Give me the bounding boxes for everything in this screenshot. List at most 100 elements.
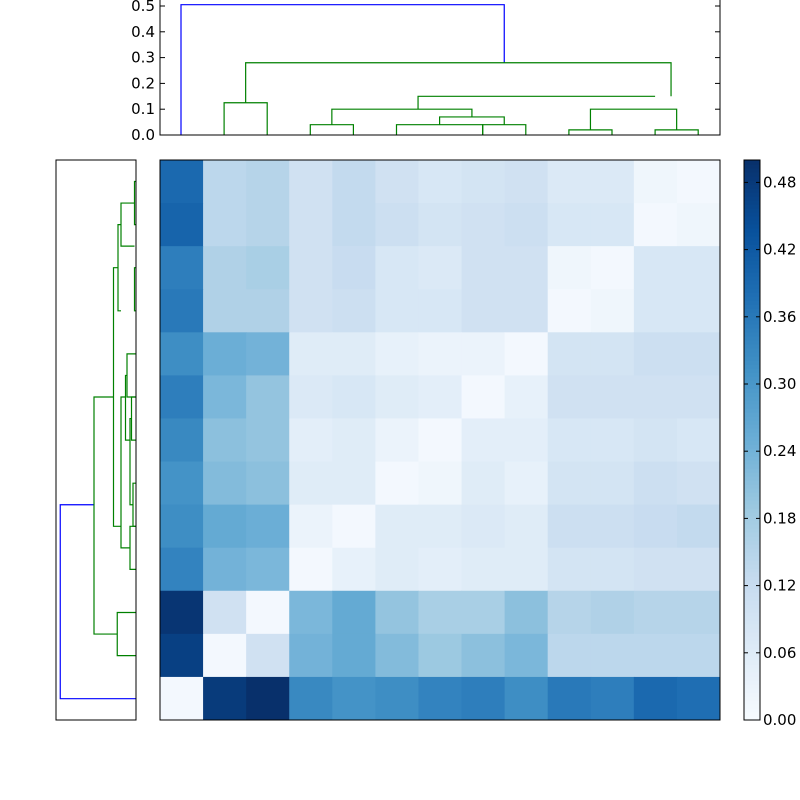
heatmap-cell bbox=[160, 633, 204, 678]
heatmap-cell bbox=[246, 246, 290, 290]
colorbar-band bbox=[744, 452, 760, 457]
heatmap-cell bbox=[246, 633, 290, 678]
dendrogram-link bbox=[120, 396, 130, 549]
heatmap-cell bbox=[504, 504, 549, 549]
heatmap-cell bbox=[289, 375, 333, 419]
dendrogram-link bbox=[331, 108, 473, 125]
colorbar-band bbox=[744, 180, 760, 185]
dendrogram-link bbox=[129, 525, 136, 570]
heatmap-cell bbox=[547, 547, 592, 592]
colorbar: 0.00 0.06 0.12 0.18 0.24 0.30 0.36 0.42 0.48 bbox=[743, 159, 796, 729]
colorbar-band bbox=[744, 448, 760, 453]
dendrogram-link bbox=[568, 129, 613, 135]
colorbar-band bbox=[744, 552, 760, 557]
colorbar-tick-label: 0.18 bbox=[763, 509, 796, 527]
heatmap-cell bbox=[203, 676, 247, 721]
colorbar-band bbox=[744, 368, 760, 373]
heatmap-cell bbox=[375, 246, 419, 290]
heatmap-cell bbox=[289, 590, 333, 635]
heatmap-cell bbox=[547, 375, 592, 419]
heatmap-cell bbox=[676, 633, 721, 678]
colorbar-band bbox=[744, 560, 760, 565]
heatmap-cell bbox=[418, 203, 463, 247]
colorbar-band bbox=[744, 160, 760, 165]
heatmap-cell bbox=[160, 203, 204, 247]
colorbar-band bbox=[744, 236, 760, 241]
colorbar-band bbox=[744, 624, 760, 629]
colorbar-band bbox=[744, 636, 760, 641]
heatmap-cell bbox=[633, 375, 678, 419]
heatmap-cell bbox=[332, 633, 376, 678]
colorbar-band bbox=[744, 388, 760, 393]
colorbar-band bbox=[744, 312, 760, 317]
colorbar-band bbox=[744, 292, 760, 297]
colorbar-band bbox=[744, 432, 760, 437]
heatmap-cell bbox=[332, 676, 376, 721]
colorbar-band bbox=[744, 284, 760, 289]
colorbar-band bbox=[744, 688, 760, 693]
heatmap-cell bbox=[633, 203, 678, 247]
heatmap-cell bbox=[590, 289, 635, 333]
heatmap-cell bbox=[547, 676, 592, 721]
heatmap-cell bbox=[504, 160, 549, 204]
colorbar-band bbox=[744, 376, 760, 381]
colorbar-band bbox=[744, 364, 760, 369]
heatmap-cell bbox=[461, 375, 506, 419]
heatmap-cell bbox=[375, 504, 419, 549]
heatmap-cell bbox=[676, 461, 721, 506]
heatmap-cell bbox=[332, 547, 376, 592]
colorbar-band bbox=[744, 384, 760, 389]
heatmap-cell bbox=[375, 461, 419, 506]
heatmap-cell bbox=[676, 590, 721, 635]
colorbar-band bbox=[744, 204, 760, 209]
heatmap-cell bbox=[461, 461, 506, 506]
heatmap-cell bbox=[633, 461, 678, 506]
heatmap-cell bbox=[160, 246, 204, 290]
colorbar-band bbox=[744, 240, 760, 245]
colorbar-band bbox=[744, 416, 760, 421]
dendrogram-link bbox=[130, 396, 136, 441]
heatmap-cell bbox=[418, 461, 463, 506]
heatmap-cell bbox=[676, 332, 721, 376]
colorbar-band bbox=[744, 424, 760, 429]
colorbar-band bbox=[744, 704, 760, 709]
colorbar-band bbox=[744, 408, 760, 413]
colorbar-band bbox=[744, 296, 760, 301]
heatmap-cell bbox=[504, 246, 549, 290]
heatmap-cell bbox=[547, 633, 592, 678]
colorbar-band bbox=[744, 492, 760, 497]
heatmap-cell bbox=[676, 203, 721, 247]
heatmap-cell bbox=[547, 332, 592, 376]
colorbar-band bbox=[744, 528, 760, 533]
heatmap-cell bbox=[590, 332, 635, 376]
colorbar-band bbox=[744, 588, 760, 593]
heatmap-cell bbox=[547, 160, 592, 204]
heatmap-cell bbox=[375, 332, 419, 376]
heatmap-cell bbox=[289, 246, 333, 290]
heatmap-cell bbox=[418, 289, 463, 333]
colorbar-band bbox=[744, 508, 760, 513]
colorbar-band bbox=[744, 612, 760, 617]
heatmap-cell bbox=[461, 547, 506, 592]
colorbar-band bbox=[744, 336, 760, 341]
colorbar-band bbox=[744, 328, 760, 333]
heatmap-cell bbox=[246, 547, 290, 592]
colorbar-band bbox=[744, 172, 760, 177]
colorbar-band bbox=[744, 392, 760, 397]
colorbar-band bbox=[744, 512, 760, 517]
heatmap-cell bbox=[504, 547, 549, 592]
top-dendrogram-y-axis: 0.0 0.1 0.2 0.3 0.4 0.5 bbox=[131, 0, 720, 144]
heatmap-cell bbox=[676, 504, 721, 549]
heatmap-cell bbox=[418, 246, 463, 290]
heatmap-cell bbox=[633, 332, 678, 376]
heatmap-cell bbox=[160, 332, 204, 376]
colorbar-band bbox=[744, 308, 760, 313]
left-dendrogram-links bbox=[59, 180, 136, 700]
dendrogram-link bbox=[245, 62, 672, 103]
heatmap-cells bbox=[160, 160, 721, 721]
heatmap-cell bbox=[246, 375, 290, 419]
heatmap-cell bbox=[332, 461, 376, 506]
colorbar-band bbox=[744, 664, 760, 669]
colorbar-band bbox=[744, 568, 760, 573]
colorbar-band bbox=[744, 260, 760, 265]
